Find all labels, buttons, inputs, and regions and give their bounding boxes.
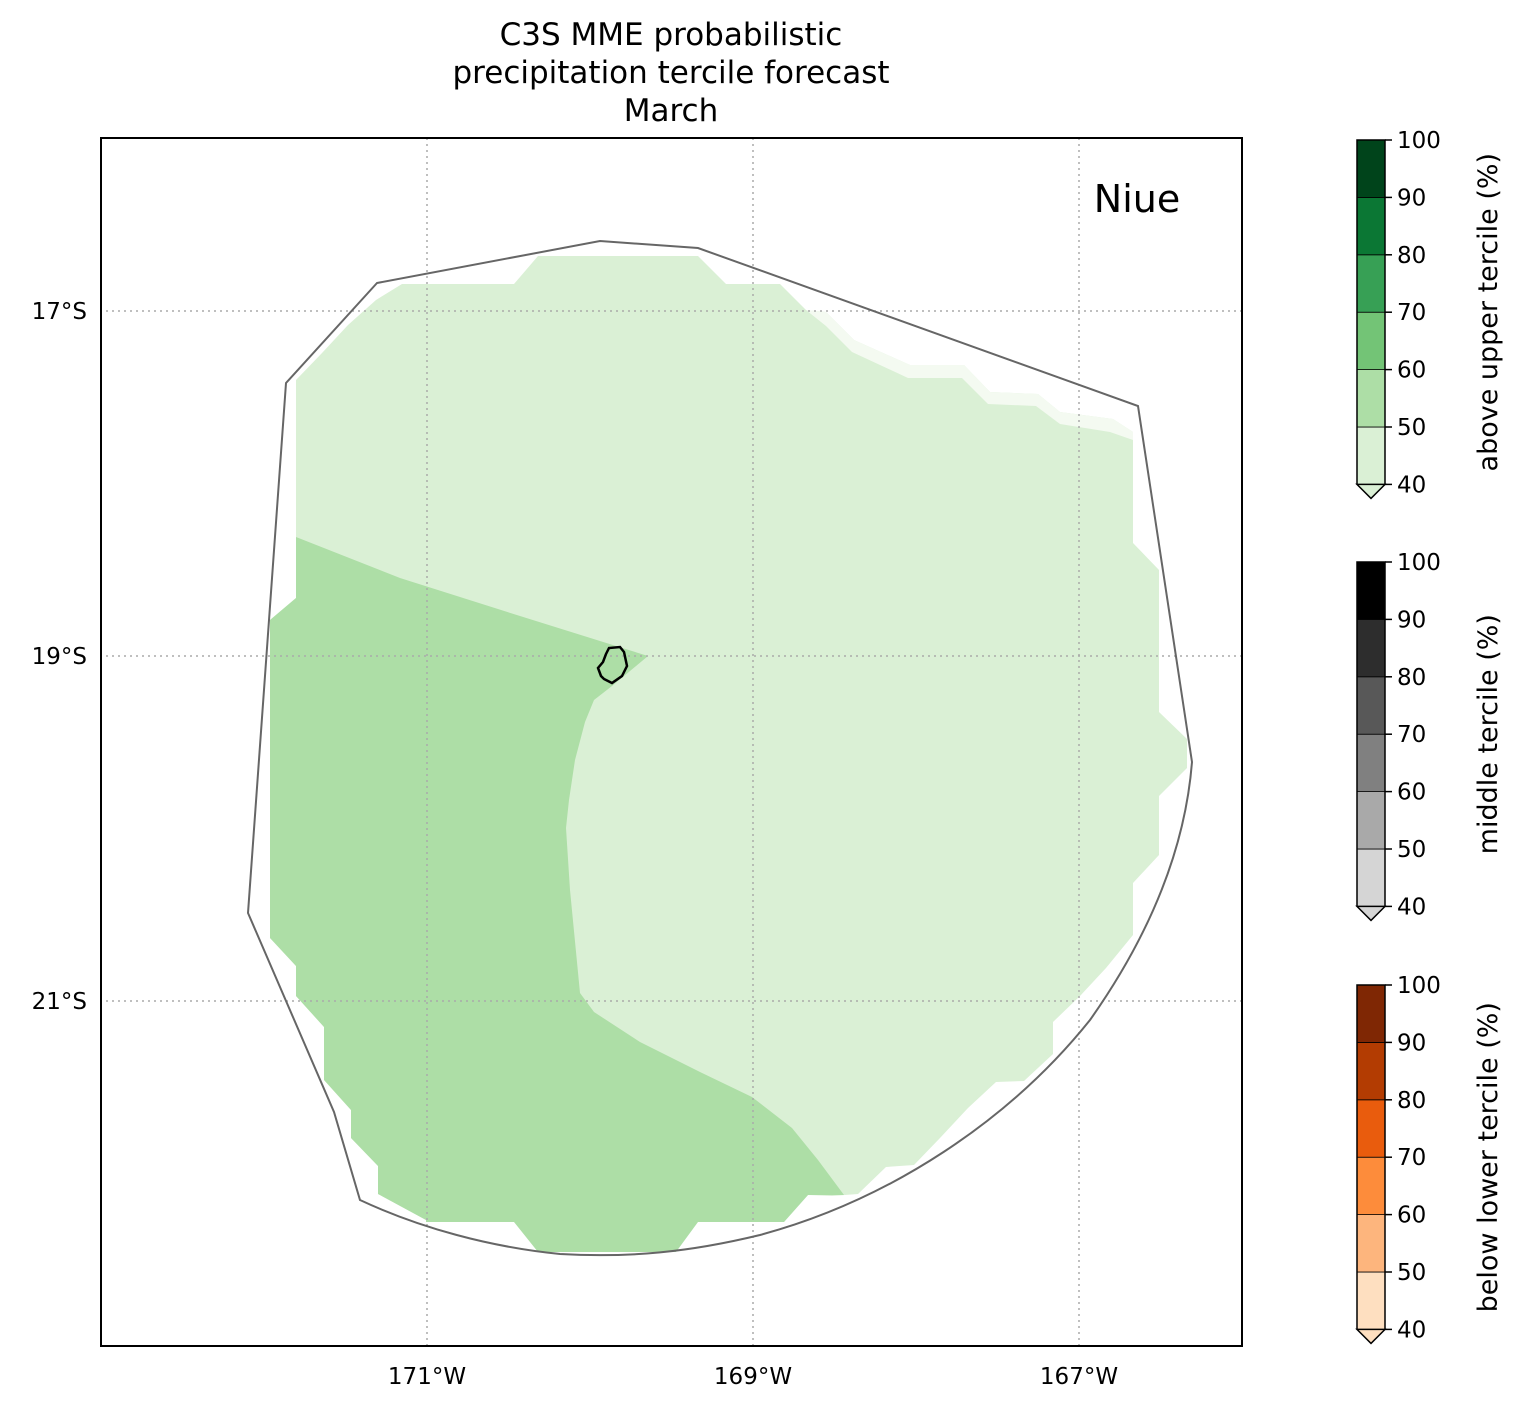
colorbar: 100 90 80 70 60 50 40 middle tercile (%) (1355, 550, 1504, 922)
colorbar-segment (1356, 848, 1386, 907)
lon-tick-label: 167°W (1040, 1364, 1118, 1390)
colorbar-label: middle tercile (%) (1473, 614, 1504, 854)
colorbar-segment (1356, 561, 1386, 620)
colorbar-tick-label: 40 (1397, 894, 1426, 920)
colorbar-tick-label: 100 (1397, 550, 1441, 576)
colorbar-tick-label: 50 (1397, 415, 1426, 441)
lat-tick-label: 19°S (32, 644, 87, 670)
lat-tick-label: 21°S (32, 989, 87, 1015)
colorbar-segment (1356, 676, 1386, 735)
gridlines (100, 138, 1241, 1345)
map-frame (100, 137, 1243, 1347)
colorbar-tick-label: 40 (1397, 472, 1426, 498)
colorbar: 100 90 80 70 60 50 40 below lower tercile (%) (1355, 973, 1504, 1345)
colorbar-tick-label: 90 (1397, 1030, 1426, 1056)
colorbar-tick-label: 80 (1397, 665, 1426, 691)
colorbar-extend-triangle (1355, 483, 1387, 500)
colorbar-segment (1356, 254, 1386, 313)
colorbar-segment (1356, 1156, 1386, 1215)
colorbar-tick-label: 50 (1397, 837, 1426, 863)
map-panel: Niue 171°W 169°W 167°W 17°S 19°S 21°S (32, 137, 1243, 1390)
eez-boundary (246, 239, 1194, 1257)
colorbar-segment (1356, 1042, 1386, 1101)
colorbar-tick-label: 70 (1397, 300, 1426, 326)
niue-island (596, 645, 629, 685)
colorbar-segment (1356, 1099, 1386, 1158)
colorbar-tick-label: 80 (1397, 1088, 1426, 1114)
colorbar-segment (1356, 426, 1386, 485)
colorbar-segment (1356, 196, 1386, 256)
lon-tick-label: 171°W (388, 1364, 466, 1390)
title-line-2: precipitation tercile forecast (453, 55, 890, 91)
colorbar-tick-label: 70 (1397, 1145, 1426, 1171)
colorbar-tick-label: 100 (1397, 973, 1441, 999)
colorbar: 100 90 80 70 60 50 40 above upper tercile (%) (1355, 128, 1504, 500)
colorbar-tick-label: 60 (1397, 780, 1426, 806)
title-line-1: C3S MME probabilistic (500, 17, 843, 53)
colorbar-segment (1356, 139, 1386, 198)
region-label: Niue (1094, 177, 1180, 221)
colorbar-tick-label: 50 (1397, 1260, 1426, 1286)
colorbar-tick-label: 70 (1397, 722, 1426, 748)
probability-area-50-60 (270, 537, 844, 1252)
colorbar-extend-triangle (1355, 905, 1387, 922)
probability-area-faint-ne (806, 310, 1133, 440)
colorbar-label: above upper tercile (%) (1473, 153, 1504, 472)
colorbar-segment (1356, 1271, 1386, 1330)
colorbar-tick-label: 80 (1397, 243, 1426, 269)
colorbar-tick-label: 90 (1397, 607, 1426, 633)
lon-tick-label: 169°W (714, 1364, 792, 1390)
title-line-3: March (624, 93, 719, 129)
colorbar-segment (1356, 369, 1386, 428)
colorbar-segment (1356, 311, 1386, 371)
colorbar-segment (1356, 733, 1386, 793)
colorbar-extend-triangle (1355, 1328, 1387, 1345)
colorbar-segment (1356, 619, 1386, 678)
colorbar-tick-label: 90 (1397, 185, 1426, 211)
colorbar-tick-label: 40 (1397, 1317, 1426, 1343)
colorbar-tick-label: 60 (1397, 358, 1426, 384)
colorbar-segment (1356, 1214, 1386, 1273)
colorbar-tick-label: 60 (1397, 1203, 1426, 1229)
colorbar-label: below lower tercile (%) (1473, 1002, 1504, 1312)
lat-tick-label: 17°S (32, 299, 87, 325)
colorbar-segment (1356, 984, 1386, 1043)
colorbar-segment (1356, 791, 1386, 850)
colorbar-tick-label: 100 (1397, 128, 1441, 154)
